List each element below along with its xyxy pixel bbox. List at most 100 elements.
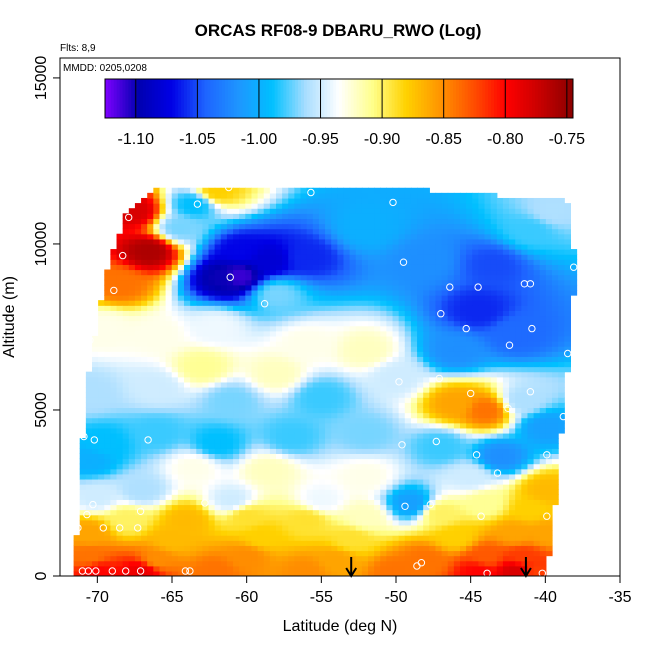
- heatmap-cell: [208, 228, 216, 235]
- heatmap-cell: [386, 412, 394, 419]
- heatmap-cell: [318, 249, 326, 255]
- heatmap-cell: [263, 208, 271, 214]
- heatmap-cell: [392, 381, 400, 388]
- heatmap-cell: [398, 197, 406, 204]
- heatmap-cell: [104, 330, 111, 337]
- heatmap-cell: [337, 438, 345, 444]
- heatmap-cell: [460, 504, 467, 511]
- heatmap-cell: [245, 402, 253, 409]
- heatmap-cell: [392, 397, 400, 403]
- heatmap-cell: [263, 489, 271, 495]
- heatmap-cell: [110, 330, 118, 337]
- heatmap-cell: [276, 254, 283, 260]
- heatmap-cell: [429, 218, 437, 225]
- heatmap-cell: [306, 489, 314, 495]
- heatmap-cell: [374, 330, 381, 337]
- heatmap-cell: [263, 417, 271, 424]
- heatmap-cell: [423, 284, 430, 291]
- heatmap-cell: [453, 376, 461, 383]
- heatmap-cell: [429, 494, 437, 500]
- heatmap-cell: [306, 448, 314, 454]
- heatmap-cell: [276, 386, 283, 393]
- heatmap-cell: [276, 463, 283, 470]
- heatmap-cell: [478, 335, 486, 342]
- heatmap-cell: [435, 192, 443, 199]
- heatmap-cell: [208, 550, 216, 557]
- heatmap-cell: [349, 249, 357, 255]
- heatmap-cell: [220, 473, 228, 480]
- heatmap-cell: [337, 320, 345, 327]
- heatmap-cell: [239, 386, 246, 393]
- heatmap-cell: [159, 443, 167, 449]
- heatmap-cell: [85, 535, 93, 541]
- heatmap-cell: [404, 494, 412, 500]
- heatmap-cell: [116, 504, 124, 511]
- heatmap-cell: [368, 366, 375, 373]
- heatmap-cell: [490, 289, 498, 296]
- heatmap-cell: [128, 458, 136, 465]
- heatmap-cell: [92, 376, 99, 383]
- heatmap-cell: [202, 320, 210, 327]
- heatmap-cell: [361, 489, 369, 495]
- heatmap-cell: [404, 550, 412, 557]
- heatmap-cell: [306, 295, 314, 301]
- heatmap-cell: [171, 468, 179, 475]
- heatmap-cell: [478, 514, 486, 521]
- heatmap-cell: [361, 473, 369, 480]
- heatmap-cell: [312, 386, 320, 393]
- heatmap-cell: [472, 509, 479, 516]
- heatmap-cell: [374, 484, 381, 490]
- heatmap-cell: [361, 289, 369, 296]
- heatmap-cell: [300, 300, 308, 306]
- heatmap-cell: [98, 448, 105, 454]
- heatmap-cell: [478, 356, 486, 363]
- heatmap-cell: [306, 279, 314, 286]
- heatmap-cell: [226, 550, 234, 557]
- heatmap-cell: [239, 407, 246, 414]
- heatmap-cell: [134, 530, 142, 536]
- heatmap-cell: [306, 545, 314, 552]
- heatmap-cell: [380, 438, 387, 444]
- heatmap-cell: [153, 555, 161, 562]
- heatmap-cell: [141, 407, 148, 414]
- heatmap-cell: [337, 371, 345, 378]
- heatmap-cell: [276, 295, 283, 301]
- heatmap-cell: [128, 335, 136, 342]
- heatmap-cell: [79, 509, 87, 516]
- heatmap-cell: [410, 524, 418, 531]
- heatmap-cell: [282, 264, 289, 271]
- heatmap-cell: [263, 213, 271, 220]
- heatmap-cell: [429, 478, 437, 485]
- heatmap-cell: [263, 284, 271, 291]
- heatmap-cell: [116, 310, 124, 317]
- heatmap-cell: [269, 478, 277, 485]
- heatmap-cell: [282, 330, 289, 337]
- heatmap-cell: [263, 484, 271, 490]
- heatmap-cell: [306, 274, 314, 281]
- heatmap-cell: [490, 300, 498, 306]
- heatmap-cell: [398, 468, 406, 475]
- heatmap-cell: [300, 422, 308, 429]
- heatmap-cell: [343, 274, 351, 281]
- heatmap-cell: [331, 570, 338, 576]
- heatmap-cell: [441, 443, 449, 449]
- heatmap-cell: [478, 448, 486, 454]
- heatmap-cell: [472, 448, 479, 454]
- heatmap-cell: [404, 315, 412, 322]
- heatmap-cell: [184, 412, 191, 419]
- heatmap-cell: [398, 305, 406, 311]
- heatmap-cell: [245, 213, 253, 220]
- heatmap-cell: [374, 376, 381, 383]
- heatmap-cell: [288, 279, 295, 286]
- heatmap-cell: [233, 197, 240, 204]
- heatmap-cell: [417, 356, 424, 363]
- heatmap-cell: [141, 264, 148, 271]
- heatmap-cell: [374, 361, 381, 368]
- heatmap-cell: [343, 545, 351, 552]
- heatmap-cell: [490, 203, 498, 209]
- heatmap-cell: [251, 315, 259, 322]
- heatmap-cell: [318, 489, 326, 495]
- heatmap-cell: [490, 504, 498, 511]
- heatmap-cell: [141, 417, 148, 424]
- heatmap-cell: [361, 432, 369, 439]
